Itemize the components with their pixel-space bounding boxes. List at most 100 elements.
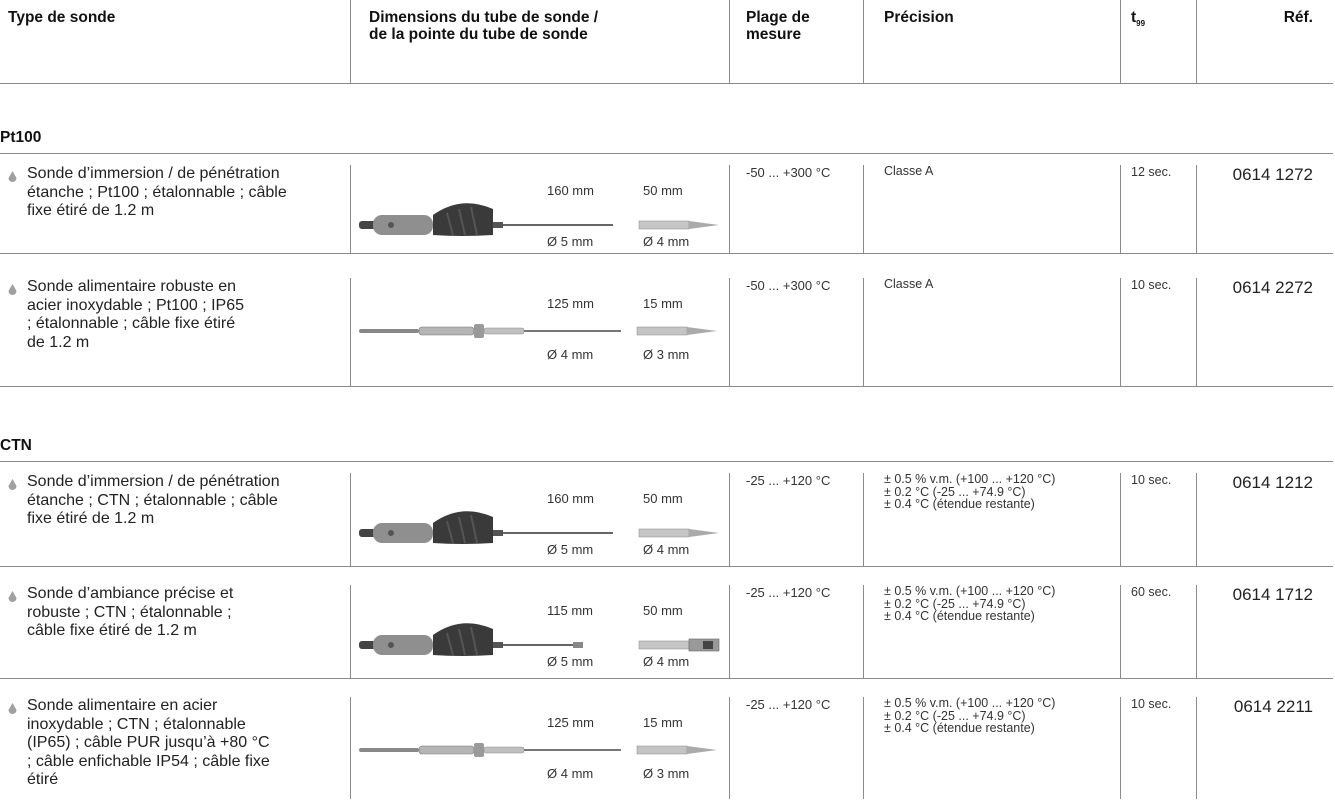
probe-description: Sonde alimentaire en acier inoxydable ; C… bbox=[27, 697, 270, 788]
precision: Classe A bbox=[884, 164, 934, 178]
table-row: Sonde d’immersion / de pénétration étanch… bbox=[0, 473, 1335, 566]
steel-probe-icon bbox=[359, 743, 717, 757]
header-precision: Précision bbox=[884, 0, 1114, 83]
column-divider bbox=[1120, 165, 1121, 253]
tip-length: 15 mm bbox=[643, 296, 683, 311]
header-ref: Réf. bbox=[1200, 0, 1313, 83]
tip-diameter: Ø 3 mm bbox=[643, 347, 690, 362]
column-divider bbox=[1196, 165, 1197, 253]
column-divider bbox=[1196, 697, 1197, 799]
table-row: Sonde alimentaire en acier inoxydable ; C… bbox=[0, 697, 1335, 799]
probe-dimension-image: 115 mm 50 mm Ø 5 mm Ø 4 mm bbox=[351, 585, 729, 678]
column-divider bbox=[729, 165, 730, 253]
column-divider bbox=[1120, 697, 1121, 799]
handle-probe-icon bbox=[359, 203, 719, 236]
reference-number: 0614 1272 bbox=[1232, 165, 1313, 184]
row-divider bbox=[0, 566, 1333, 567]
column-divider bbox=[1196, 278, 1197, 386]
header-range-line1: Plage de bbox=[746, 9, 810, 26]
column-divider bbox=[863, 473, 864, 566]
bullet-icon bbox=[8, 590, 17, 602]
measure-range: -25 ... +120 °C bbox=[746, 697, 831, 712]
column-divider bbox=[729, 278, 730, 386]
probe-description: Sonde d’immersion / de pénétration étanch… bbox=[27, 473, 280, 527]
tip-diameter: Ø 3 mm bbox=[643, 766, 690, 781]
row-divider bbox=[0, 386, 1333, 387]
header-divider bbox=[1120, 0, 1121, 83]
t99-value: 10 sec. bbox=[1131, 473, 1172, 487]
probe-diameter: Ø 4 mm bbox=[547, 766, 594, 781]
reference-number: 0614 2272 bbox=[1232, 278, 1313, 297]
header-divider bbox=[350, 0, 351, 83]
column-divider bbox=[1120, 585, 1121, 678]
bullet-icon bbox=[8, 702, 17, 714]
column-divider bbox=[863, 278, 864, 386]
header-dimensions: Dimensions du tube de sonde / de la poin… bbox=[369, 0, 729, 83]
probe-length: 125 mm bbox=[547, 296, 594, 311]
bullet-icon bbox=[8, 170, 17, 182]
table-row: Sonde alimentaire robuste en acier inoxyd… bbox=[0, 278, 1335, 386]
handle-air-probe-icon bbox=[359, 623, 720, 656]
probe-dimension-image: 125 mm 15 mm Ø 4 mm Ø 3 mm bbox=[351, 278, 729, 386]
tip-diameter: Ø 4 mm bbox=[643, 542, 690, 557]
precision: ± 0.5 % v.m. (+100 ... +120 °C) ± 0.2 °C… bbox=[884, 584, 1056, 623]
header-t99: t99 bbox=[1131, 0, 1191, 83]
t99-value: 12 sec. bbox=[1131, 165, 1172, 179]
header-t99-label: t99 bbox=[1131, 9, 1146, 29]
group-divider bbox=[0, 153, 1333, 154]
header-dimensions-line1: Dimensions du tube de sonde / bbox=[369, 9, 599, 26]
group-title: CTN bbox=[0, 437, 32, 454]
column-divider bbox=[1120, 278, 1121, 386]
column-divider bbox=[1196, 585, 1197, 678]
probe-description: Sonde alimentaire robuste en acier inoxyd… bbox=[27, 278, 245, 351]
header-type: Type de sonde bbox=[8, 0, 348, 83]
probe-diameter: Ø 5 mm bbox=[547, 542, 594, 557]
measure-range: -50 ... +300 °C bbox=[746, 278, 831, 293]
column-divider bbox=[863, 585, 864, 678]
t99-value: 10 sec. bbox=[1131, 697, 1172, 711]
header-divider bbox=[729, 0, 730, 83]
column-divider bbox=[1120, 473, 1121, 566]
row-divider bbox=[0, 678, 1333, 679]
reference-number: 0614 1712 bbox=[1232, 585, 1313, 604]
column-divider bbox=[1196, 473, 1197, 566]
t99-value: 10 sec. bbox=[1131, 278, 1172, 292]
probe-dimension-image: 160 mm 50 mm Ø 5 mm Ø 4 mm bbox=[351, 165, 729, 253]
probe-length: 160 mm bbox=[547, 491, 594, 506]
row-divider bbox=[0, 253, 1333, 254]
probe-length: 115 mm bbox=[547, 603, 593, 618]
column-divider bbox=[350, 278, 351, 386]
column-divider bbox=[863, 165, 864, 253]
column-divider bbox=[729, 585, 730, 678]
probe-length: 125 mm bbox=[547, 715, 594, 730]
tip-diameter: Ø 4 mm bbox=[643, 654, 690, 669]
tip-length: 15 mm bbox=[643, 715, 683, 730]
header-range-line2: mesure bbox=[746, 26, 802, 43]
column-divider bbox=[729, 473, 730, 566]
reference-number: 0614 1212 bbox=[1232, 473, 1313, 492]
bullet-icon bbox=[8, 478, 17, 490]
group-title: Pt100 bbox=[0, 129, 42, 146]
tip-length: 50 mm bbox=[643, 491, 683, 506]
group-divider bbox=[0, 461, 1333, 462]
tip-length: 50 mm bbox=[643, 183, 683, 198]
t99-value: 60 sec. bbox=[1131, 585, 1172, 599]
probe-description: Sonde d’ambiance précise et robuste ; CTN… bbox=[27, 585, 234, 639]
column-divider bbox=[350, 165, 351, 253]
header-precision-label: Précision bbox=[884, 9, 954, 26]
header-range: Plage de mesure bbox=[746, 0, 876, 83]
probe-diameter: Ø 5 mm bbox=[547, 654, 594, 669]
column-divider bbox=[350, 473, 351, 566]
header-divider bbox=[1196, 0, 1197, 83]
bullet-icon bbox=[8, 283, 17, 295]
header-divider bbox=[863, 0, 864, 83]
header-type-label: Type de sonde bbox=[8, 9, 116, 26]
probe-description: Sonde d’immersion / de pénétration étanch… bbox=[27, 165, 287, 219]
measure-range: -25 ... +120 °C bbox=[746, 473, 831, 488]
table-header: Type de sonde Dimensions du tube de sond… bbox=[0, 0, 1333, 84]
tip-diameter: Ø 4 mm bbox=[643, 234, 690, 249]
probe-dimension-image: 125 mm 15 mm Ø 4 mm Ø 3 mm bbox=[351, 697, 729, 799]
measure-range: -25 ... +120 °C bbox=[746, 585, 831, 600]
header-dimensions-line2: de la pointe du tube de sonde bbox=[369, 26, 588, 43]
